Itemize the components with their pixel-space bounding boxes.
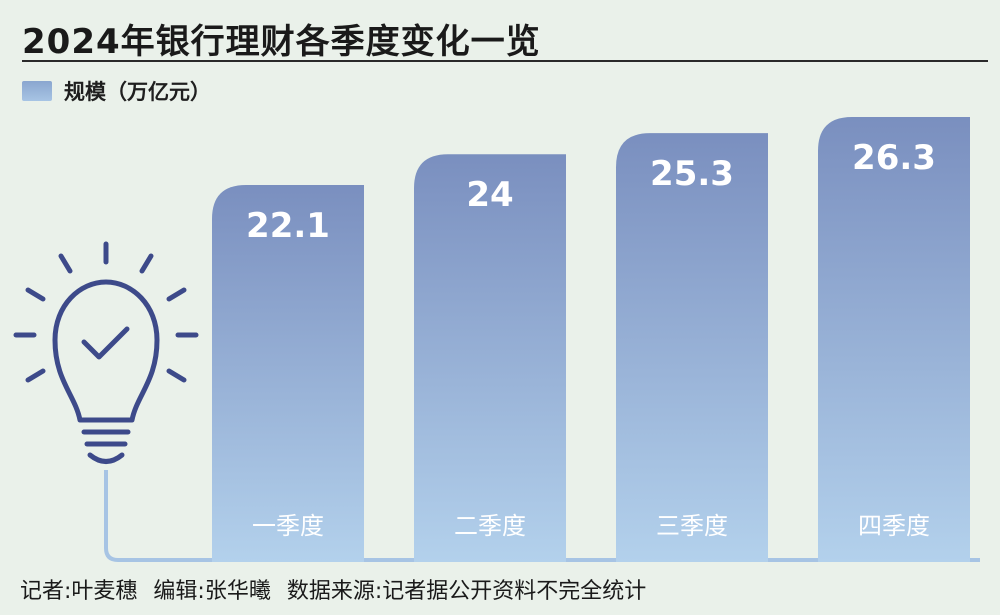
legend-swatch [22, 81, 52, 101]
lightbulb-check-icon [13, 241, 199, 464]
footer-reporter: 记者:叶麦穗 [20, 579, 138, 604]
title-divider [22, 60, 988, 62]
legend-label: 规模（万亿元） [64, 80, 211, 104]
bar-1 [212, 185, 364, 562]
bar-2 [414, 154, 566, 562]
footer-editor: 编辑:张华曦 [153, 579, 271, 604]
category-label-1: 一季度 [252, 512, 324, 540]
data-label-1: 22.1 [246, 206, 330, 246]
category-label-4: 四季度 [858, 512, 930, 540]
legend: 规模（万亿元） [22, 76, 211, 106]
chart-title: 2024年银行理财各季度变化一览 [22, 22, 541, 62]
data-label-3: 25.3 [650, 154, 734, 194]
lightbulb-cord [104, 470, 980, 562]
category-label-2: 二季度 [454, 512, 526, 540]
bar-3 [616, 133, 768, 562]
data-label-2: 24 [466, 175, 513, 215]
footer: 记者:叶麦穗 编辑:张华曦 数据来源:记者据公开资料不完全统计 [20, 573, 662, 605]
category-label-3: 三季度 [656, 512, 728, 540]
footer-source: 数据来源:记者据公开资料不完全统计 [286, 579, 647, 604]
bar-4 [818, 116, 970, 563]
data-label-4: 26.3 [852, 138, 936, 178]
